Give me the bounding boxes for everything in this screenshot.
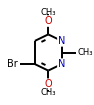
Text: CH₃: CH₃: [41, 8, 56, 16]
Text: O: O: [44, 79, 52, 89]
Text: CH₃: CH₃: [77, 48, 93, 57]
Text: N: N: [58, 59, 65, 69]
Text: CH₃: CH₃: [41, 88, 56, 97]
Text: N: N: [58, 36, 65, 46]
Text: O: O: [44, 16, 52, 26]
Text: Br: Br: [7, 59, 18, 69]
